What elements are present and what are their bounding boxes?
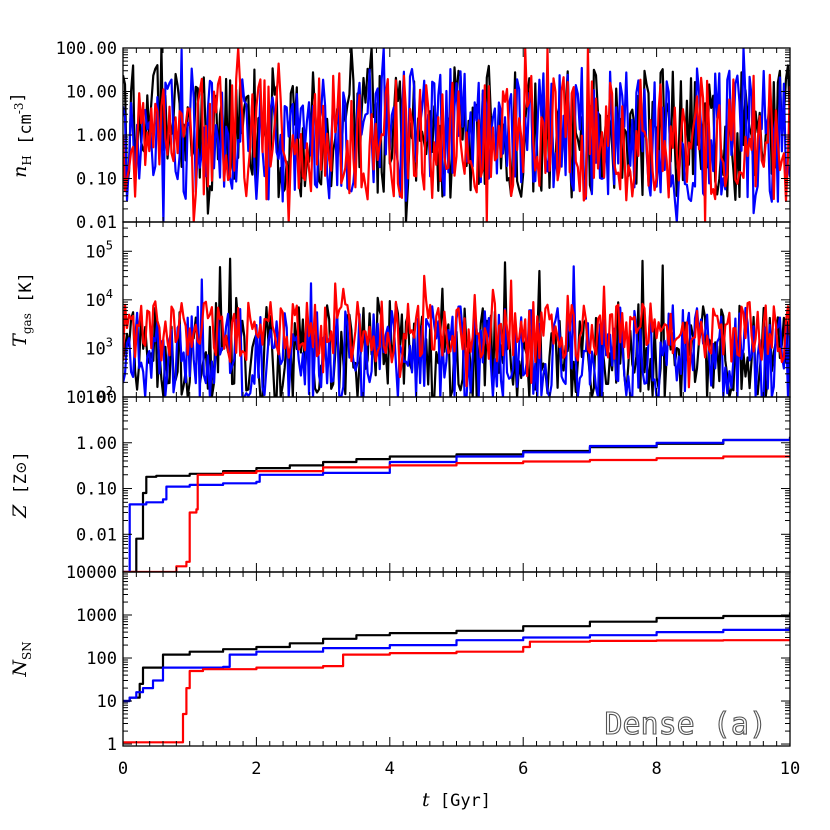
panel-nH: 100.00 10.00 1.00 0.10 0.01 nH [cm-3]	[8, 39, 791, 233]
series-Z-0	[123, 436, 790, 572]
y-tick-label: 0.10	[76, 170, 117, 190]
y-tick-label: 105	[85, 238, 113, 262]
y-axis-label: NSN	[9, 641, 34, 677]
x-tick-label: 6	[518, 759, 528, 779]
y-tick-label: 10	[97, 692, 117, 712]
series-NSN-0	[123, 612, 790, 703]
y-tick-label: 100.00	[56, 39, 117, 59]
panel-NSN: 10000 1000 100 10 1 NSN 0 2 4 6 8 10 t [Gyr]	[9, 563, 800, 811]
y-tick-label: 10000	[66, 563, 117, 583]
y-tick-label: 0.10	[76, 480, 117, 500]
y-tick-label: 100	[86, 649, 117, 669]
x-tick-label: 4	[385, 759, 395, 779]
x-axis-label: t [Gyr]	[422, 789, 491, 811]
annotation-label: Dense (a)	[604, 707, 767, 742]
y-tick-label: 1.00	[76, 434, 117, 454]
series-Z-2	[123, 455, 790, 572]
series-NSN-2	[123, 639, 790, 744]
y-tick-label: 104	[85, 287, 113, 311]
x-tick-label: 8	[651, 759, 661, 779]
x-tick-label: 0	[118, 759, 128, 779]
y-axis-label: Z [Z⊙]	[9, 451, 31, 519]
y-tick-label: 10.00	[66, 388, 117, 408]
y-axis-label: Tgas [K]	[9, 272, 36, 347]
y-tick-label: 103	[85, 335, 113, 359]
series-Z-1	[123, 437, 790, 572]
y-tick-label: 10.00	[66, 83, 117, 103]
panel-Tgas: 102 103 104 105 Tgas [K]	[9, 221, 791, 408]
y-tick-label: 102	[85, 384, 113, 408]
y-tick-label: 1	[107, 735, 117, 755]
y-tick-label: 0.01	[76, 525, 117, 545]
series-Tgas-2	[123, 274, 790, 389]
series-nH-2	[123, 48, 790, 222]
y-axis-label: nH [cm-3]	[8, 92, 36, 178]
x-tick-label: 10	[780, 759, 800, 779]
y-tick-label: 1000	[76, 606, 117, 626]
x-tick-label: 2	[251, 759, 261, 779]
series-NSN-1	[123, 625, 790, 703]
y-tick-label: 0.01	[76, 213, 117, 233]
panel-Z: 10.00 1.00 0.10 0.01 Z [Z⊙]	[9, 388, 791, 573]
y-tick-label: 1.00	[76, 126, 117, 146]
